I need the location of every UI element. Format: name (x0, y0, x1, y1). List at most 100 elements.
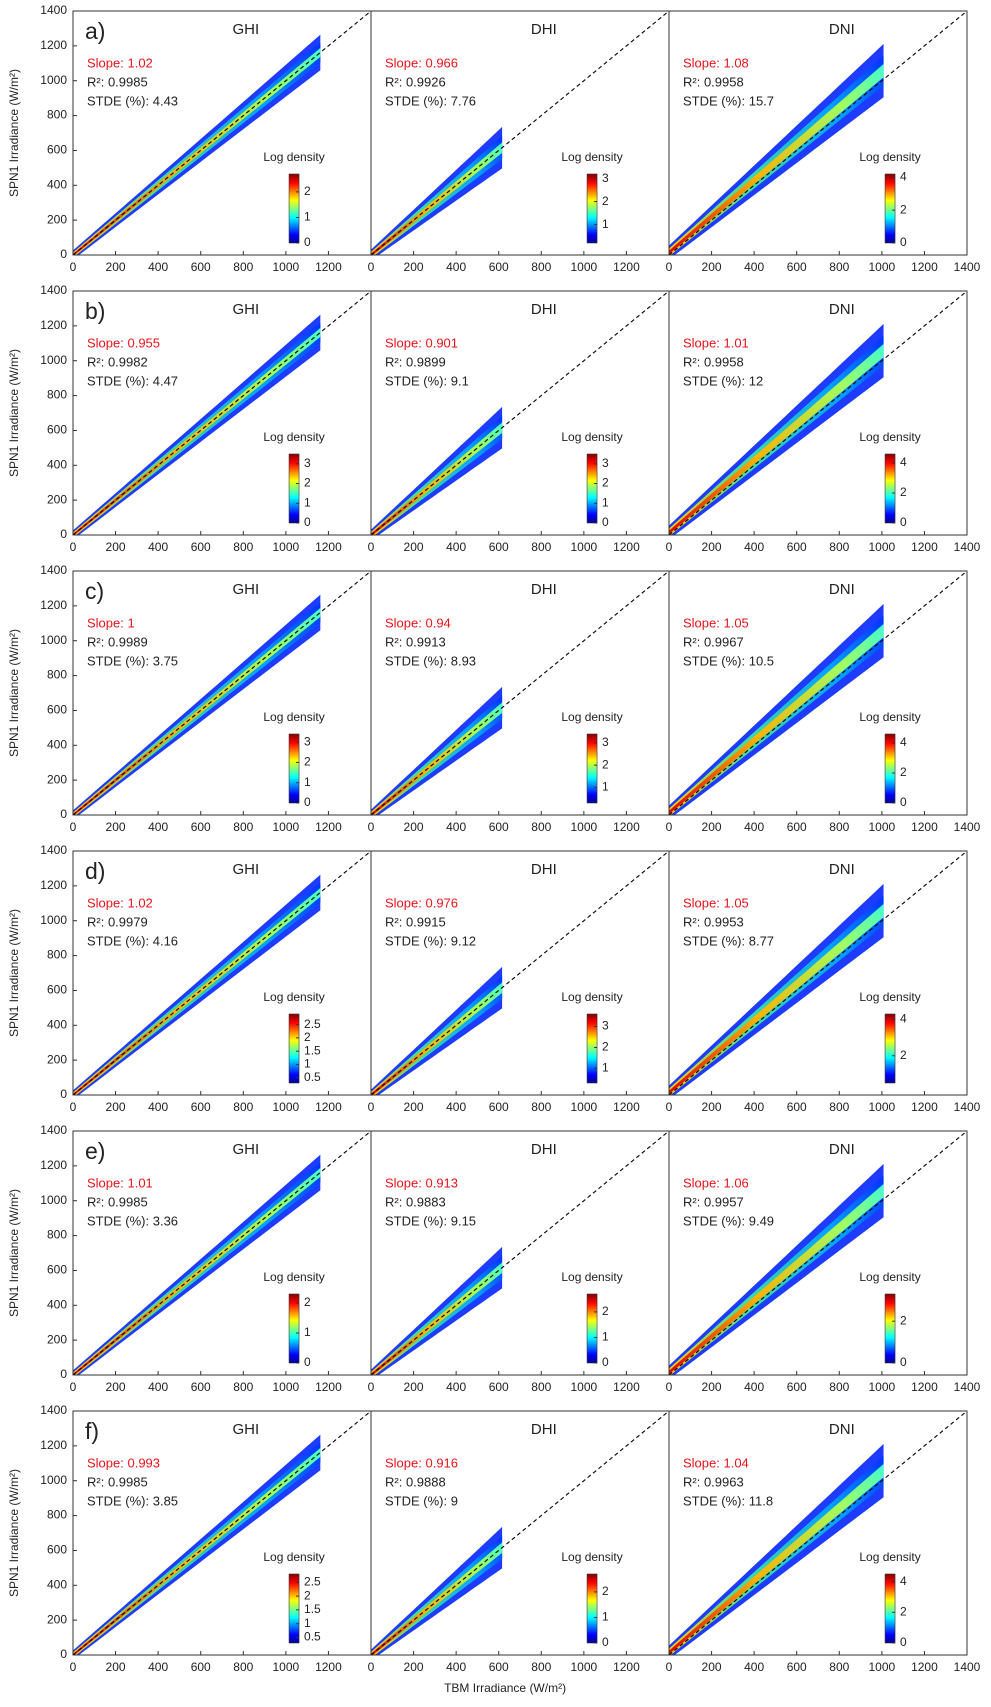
density-cloud-core (371, 1262, 503, 1375)
colorbar-tick-label: 3 (602, 456, 609, 470)
y-tick-label: 800 (47, 1508, 67, 1522)
colorbar-tick-label: 1 (602, 1610, 609, 1624)
x-tick-label: 1000 (869, 260, 896, 274)
colorbar-tick-label: 0.5 (304, 1070, 321, 1084)
colorbar-tick-label: 2 (900, 485, 907, 499)
stat-annotation: R²: 0.9913 (385, 634, 446, 649)
colorbar-tick-label: 2 (304, 1295, 311, 1309)
stat-annotation: Slope: 1.02 (87, 895, 153, 910)
x-tick-label: 1400 (954, 540, 981, 554)
density-cloud-core (669, 1463, 884, 1655)
one-to-one-line (73, 851, 371, 1095)
y-tick-label: 200 (47, 1332, 67, 1346)
colorbar (586, 1573, 598, 1644)
x-tick-label: 1200 (911, 1380, 938, 1394)
x-tick-label: 800 (829, 1100, 849, 1114)
colorbar-tick-label: 2 (602, 1040, 609, 1054)
stat-annotation: STDE (%): 3.36 (87, 1213, 178, 1228)
panel-title: DHI (531, 21, 557, 38)
density-cloud (73, 602, 321, 815)
colorbar-tick-label: 2 (602, 476, 609, 490)
plot-area (669, 851, 967, 1095)
x-tick-label: 0 (666, 1100, 673, 1114)
colorbar-tick-label: 4 (900, 1574, 907, 1588)
one-to-one-line (669, 1411, 967, 1655)
x-tick-label: 400 (446, 540, 466, 554)
colorbar-tick-label: 4 (900, 735, 907, 749)
x-tick-label: 800 (531, 260, 551, 274)
stat-annotation: Slope: 1.08 (683, 55, 749, 70)
colorbar-title: Log density (561, 990, 622, 1004)
colorbar-tick-label: 1 (602, 495, 609, 509)
density-cloud-outer (73, 1154, 321, 1375)
y-axis-label: SPN1 Irradiance (W/m²) (7, 909, 21, 1037)
density-cloud-core (669, 343, 884, 535)
stat-annotation: STDE (%): 3.75 (87, 653, 178, 668)
colorbar (288, 453, 300, 524)
density-cloud-core (669, 903, 884, 1095)
panel-title: GHI (233, 301, 260, 318)
x-tick-label: 1200 (315, 540, 342, 554)
colorbar-title: Log density (263, 1270, 324, 1284)
plot-area (669, 1131, 967, 1375)
x-tick-label: 1200 (911, 1660, 938, 1674)
x-tick-label: 1000 (273, 1100, 300, 1114)
density-cloud-core (73, 48, 321, 255)
panel-label: a) (85, 18, 105, 44)
x-tick-label: 1200 (911, 820, 938, 834)
panel-title: DNI (829, 581, 855, 598)
x-tick-label: 600 (191, 1100, 211, 1114)
x-tick-label: 1200 (315, 1100, 342, 1114)
y-axis-label: SPN1 Irradiance (W/m²) (7, 69, 21, 197)
one-to-one-line (371, 1411, 669, 1655)
density-cloud (73, 1442, 321, 1655)
stat-annotation: Slope: 1.04 (683, 1455, 749, 1470)
x-tick-label: 0 (368, 820, 375, 834)
x-tick-label: 600 (489, 1660, 509, 1674)
density-cloud-outer (73, 314, 321, 535)
stat-annotation: STDE (%): 9 (385, 1493, 458, 1508)
stat-annotation: Slope: 0.976 (385, 895, 458, 910)
axes-frame (668, 10, 968, 256)
x-tick-label: 1000 (571, 260, 598, 274)
x-tick-label: 600 (489, 1100, 509, 1114)
x-tick-label: 1000 (273, 1380, 300, 1394)
density-cloud-core (73, 328, 321, 535)
one-to-one-line (73, 11, 371, 255)
colorbar-title: Log density (263, 1550, 324, 1564)
colorbar-tick-label: 2.5 (304, 1574, 321, 1588)
density-cloud-core (371, 422, 503, 535)
one-to-one-line (669, 851, 967, 1095)
stat-annotation: Slope: 1.02 (87, 55, 153, 70)
colorbar-tick-label: 2 (900, 202, 907, 216)
x-tick-label: 0 (368, 1380, 375, 1394)
panel-label: c) (85, 578, 104, 604)
panel-label: b) (85, 298, 105, 324)
colorbar-title: Log density (859, 430, 920, 444)
x-tick-label: 0 (368, 1100, 375, 1114)
y-tick-label: 200 (47, 772, 67, 786)
y-tick-label: 1000 (40, 913, 67, 927)
colorbar (884, 173, 896, 244)
colorbar (288, 1013, 300, 1084)
stat-annotation: STDE (%): 15.7 (683, 93, 774, 108)
stat-annotation: STDE (%): 4.47 (87, 373, 178, 388)
y-tick-label: 600 (47, 143, 67, 157)
colorbar-tick-label: 1 (304, 1057, 311, 1071)
x-tick-label: 0 (368, 1660, 375, 1674)
colorbar-tick-label: 2 (304, 184, 311, 198)
x-tick-label: 0 (666, 1660, 673, 1674)
x-tick-label: 600 (787, 1100, 807, 1114)
x-tick-label: 800 (531, 540, 551, 554)
stat-annotation: STDE (%): 11.8 (683, 1493, 773, 1508)
y-tick-label: 1400 (40, 563, 67, 577)
one-to-one-line (73, 1411, 371, 1655)
colorbar-tick-label: 1 (602, 780, 609, 794)
colorbar-tick-label: 3 (602, 735, 609, 749)
colorbar-title: Log density (859, 1270, 920, 1284)
one-to-one-line (669, 1131, 967, 1375)
colorbar-title: Log density (561, 1270, 622, 1284)
stat-annotation: Slope: 1 (87, 615, 135, 630)
x-tick-label: 800 (829, 1380, 849, 1394)
y-tick-label: 1400 (40, 843, 67, 857)
